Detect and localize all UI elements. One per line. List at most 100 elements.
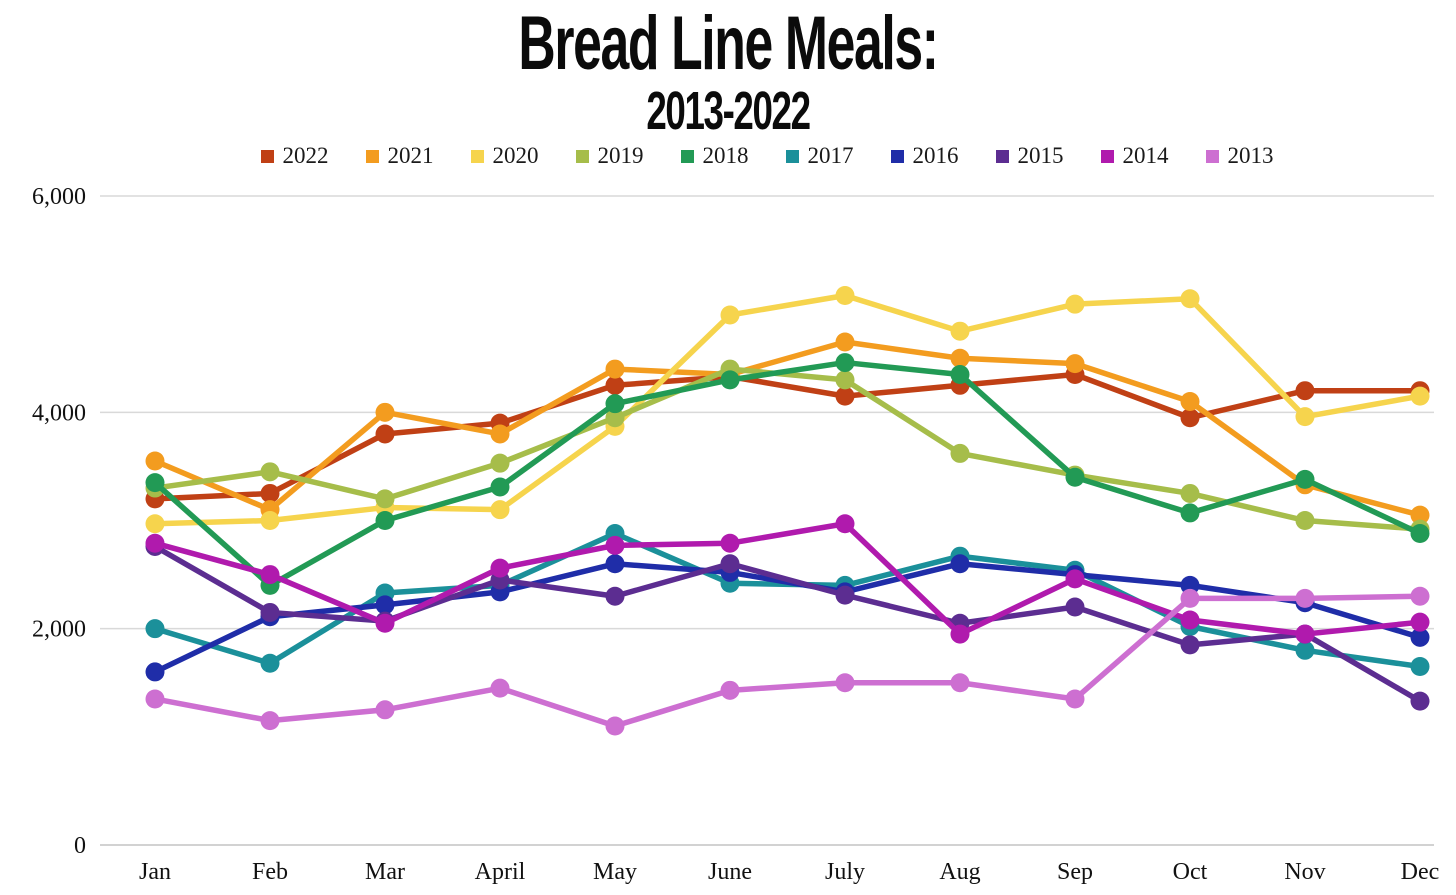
data-point-2021-april: [490, 424, 510, 444]
legend-label-2015: 2015: [1017, 143, 1064, 168]
data-point-2017-dec: [1410, 657, 1430, 677]
data-point-2019-nov: [1295, 511, 1315, 530]
data-point-2019-may: [605, 408, 625, 428]
data-point-2018-june: [720, 370, 740, 390]
legend-item-2013: 2013: [1205, 143, 1274, 168]
legend-label-2014: 2014: [1122, 143, 1169, 168]
legend-swatch-2021: [365, 150, 379, 163]
data-point-2013-sep: [1065, 689, 1085, 709]
data-point-2017-nov: [1295, 640, 1315, 660]
data-point-2021-oct: [1180, 392, 1200, 412]
legend-label-2022: 2022: [282, 143, 329, 168]
data-point-2014-sep: [1065, 569, 1085, 589]
series-2021: [145, 332, 1430, 525]
xtick-label-aug: Aug: [939, 859, 980, 885]
data-point-2015-oct: [1180, 635, 1200, 655]
xtick-label-july: July: [825, 859, 865, 885]
series-line-2021: [152, 339, 1423, 518]
legend-swatch-2013: [1205, 150, 1219, 163]
series-line-2022: [152, 371, 1423, 502]
data-point-2018-aug: [950, 364, 970, 384]
data-point-2020-oct: [1180, 289, 1200, 309]
data-point-2018-oct: [1180, 503, 1200, 523]
data-point-2015-dec: [1410, 691, 1430, 711]
data-point-2018-july: [835, 353, 855, 373]
xtick-label-sep: Sep: [1057, 859, 1093, 885]
data-point-2020-aug: [950, 321, 970, 341]
data-point-2020-jan: [145, 514, 165, 534]
legend-item-2018: 2018: [680, 144, 749, 167]
legend-swatch-2016: [890, 150, 904, 163]
data-point-2019-feb: [260, 462, 280, 482]
data-point-2018-sep: [1065, 467, 1085, 487]
data-point-2015-may: [605, 586, 625, 606]
xtick-label-june: June: [708, 859, 752, 885]
data-point-2021-jan: [145, 451, 165, 471]
data-point-2018-may: [605, 394, 625, 414]
data-point-2021-mar: [375, 402, 395, 422]
xtick-label-mar: Mar: [365, 859, 405, 885]
data-point-2015-feb: [260, 602, 280, 622]
data-point-2016-jan: [145, 662, 165, 682]
data-point-2020-sep: [1065, 294, 1085, 314]
xtick-label-nov: Nov: [1284, 859, 1325, 885]
data-point-2013-april: [490, 678, 510, 698]
data-point-2021-may: [605, 359, 625, 379]
data-point-2015-july: [835, 585, 855, 605]
data-point-2014-july: [835, 514, 855, 534]
data-point-2013-oct: [1180, 588, 1200, 608]
legend-swatch-2022: [260, 150, 274, 163]
data-point-2014-feb: [260, 565, 280, 585]
ytick-label-0: 0: [74, 833, 86, 859]
data-point-2020-nov: [1295, 407, 1315, 427]
legend-label-2016: 2016: [912, 143, 959, 168]
data-point-2013-jan: [145, 689, 165, 709]
data-point-2020-dec: [1410, 386, 1430, 406]
data-point-2014-nov: [1295, 624, 1315, 644]
data-point-2014-june: [720, 533, 740, 553]
legend-label-2019: 2019: [597, 143, 644, 168]
data-point-2014-mar: [375, 613, 395, 633]
data-point-2014-jan: [145, 533, 165, 553]
legend-label-2021: 2021: [387, 143, 434, 168]
data-point-2020-april: [490, 500, 510, 520]
data-point-2019-july: [835, 370, 855, 390]
series-line-2013: [152, 593, 1423, 729]
legend-label-2017: 2017: [807, 143, 854, 168]
data-point-2013-june: [720, 680, 740, 700]
legend-item-2021: 2021: [365, 143, 434, 168]
xtick-label-feb: Feb: [252, 859, 288, 885]
data-point-2014-april: [490, 558, 510, 578]
series-line-2018: [152, 359, 1423, 589]
data-point-2022-may: [605, 375, 625, 395]
legend-swatch-2017: [785, 150, 799, 163]
legend-label-2013: 2013: [1227, 143, 1274, 168]
xtick-label-jan: Jan: [139, 859, 171, 885]
legend-item-2014: 2014: [1100, 143, 1169, 168]
legend-swatch-2019: [575, 150, 589, 163]
legend-swatch-2018: [680, 150, 694, 163]
data-point-2013-may: [605, 716, 625, 736]
data-point-2016-aug: [950, 554, 970, 574]
ytick-label-2000: 2,000: [32, 617, 86, 643]
legend-swatch-2015: [995, 150, 1009, 163]
data-point-2020-july: [835, 286, 855, 306]
data-point-2021-sep: [1065, 354, 1085, 374]
xtick-label-oct: Oct: [1173, 859, 1208, 885]
ytick-label-6000: 6,000: [32, 184, 86, 210]
data-point-2018-dec: [1410, 523, 1430, 543]
series-line-2020: [152, 292, 1423, 527]
chart-title-line1: Bread Line Meals:: [518, 1, 939, 86]
chart-title: Bread Line Meals: 2013-2022: [0, 0, 1456, 141]
legend-item-2017: 2017: [785, 143, 854, 168]
data-point-2019-april: [490, 453, 510, 473]
data-point-2019-aug: [950, 443, 970, 463]
chart-title-line2: 2013-2022: [646, 81, 811, 141]
legend-item-2022: 2022: [260, 143, 329, 168]
data-point-2018-jan: [145, 473, 165, 493]
data-point-2017-feb: [260, 653, 280, 673]
legend-swatch-2014: [1100, 150, 1114, 163]
data-point-2022-oct: [1180, 408, 1200, 428]
legend-label-2020: 2020: [492, 143, 539, 168]
